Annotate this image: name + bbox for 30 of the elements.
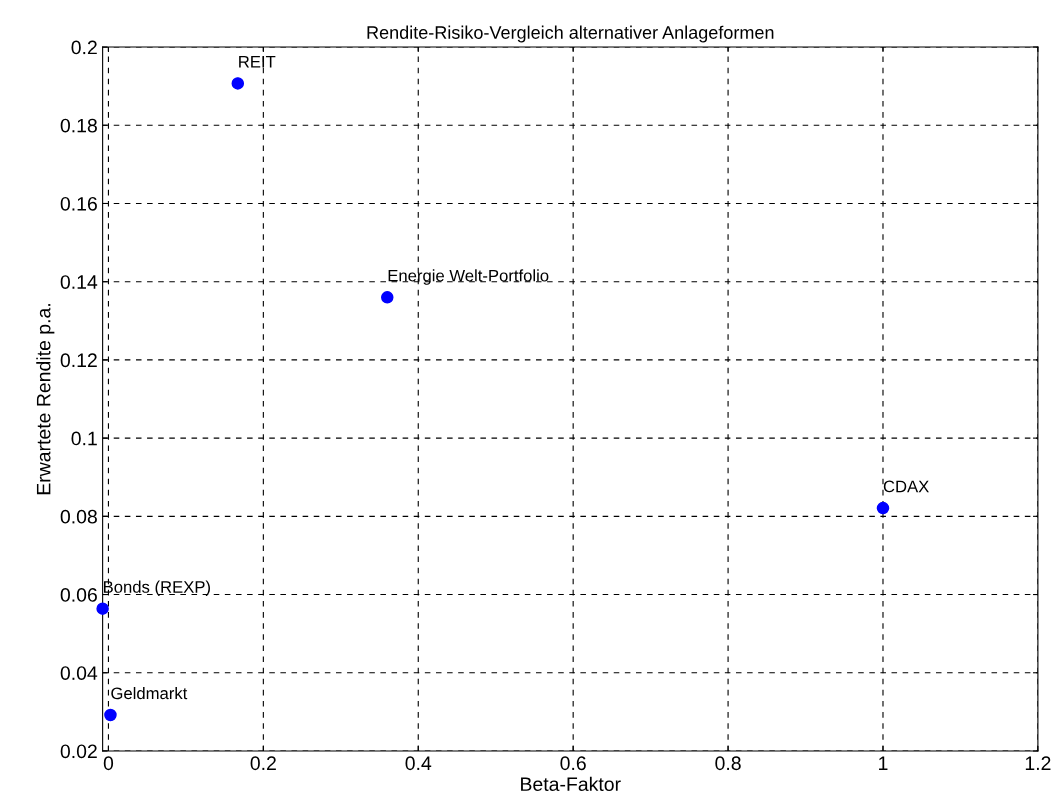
y-tick-label: 0.14 [60,275,98,289]
x-tick-label: 0.2 [250,756,276,771]
point [96,602,109,615]
x-tick-label: 1.2 [1025,756,1051,770]
y-axis-title: Erwartete Rendite p.a. [36,304,55,495]
x-tick-label: 0.4 [405,756,432,771]
y-tick-label: 0.12 [60,353,97,368]
x-axis-title: Beta-Faktor [521,776,621,792]
point [104,708,117,722]
y-tick-label: 0.06 [60,588,97,602]
annotation: Energie Welt-Portfolio [388,269,549,285]
y-tick-label: 0.16 [60,196,97,211]
y-tick-label: 0.2 [71,40,97,55]
annotation: Bonds (REXP) [103,580,210,597]
y-tick-label: 0.18 [60,118,97,133]
annotation: REIT [239,55,276,68]
annotation: Geldmarkt [111,686,188,700]
annotation: CDAX [883,480,929,493]
y-tick-label: 0.02 [60,744,97,759]
point [231,77,245,90]
chart-title: Rendite-Risiko-Vergleich alternativer Anlageformen [367,25,774,43]
point [381,291,394,304]
y-tick-label: 0.04 [60,666,98,681]
y-tick-label: 0.1 [71,431,97,446]
x-tick-label: 0.8 [715,756,741,771]
x-tick-label: 0 [103,756,114,771]
point [876,501,890,515]
x-tick-label: 1 [879,756,888,770]
y-tick-label: 0.08 [60,509,97,524]
x-tick-label: 0.6 [560,756,586,771]
